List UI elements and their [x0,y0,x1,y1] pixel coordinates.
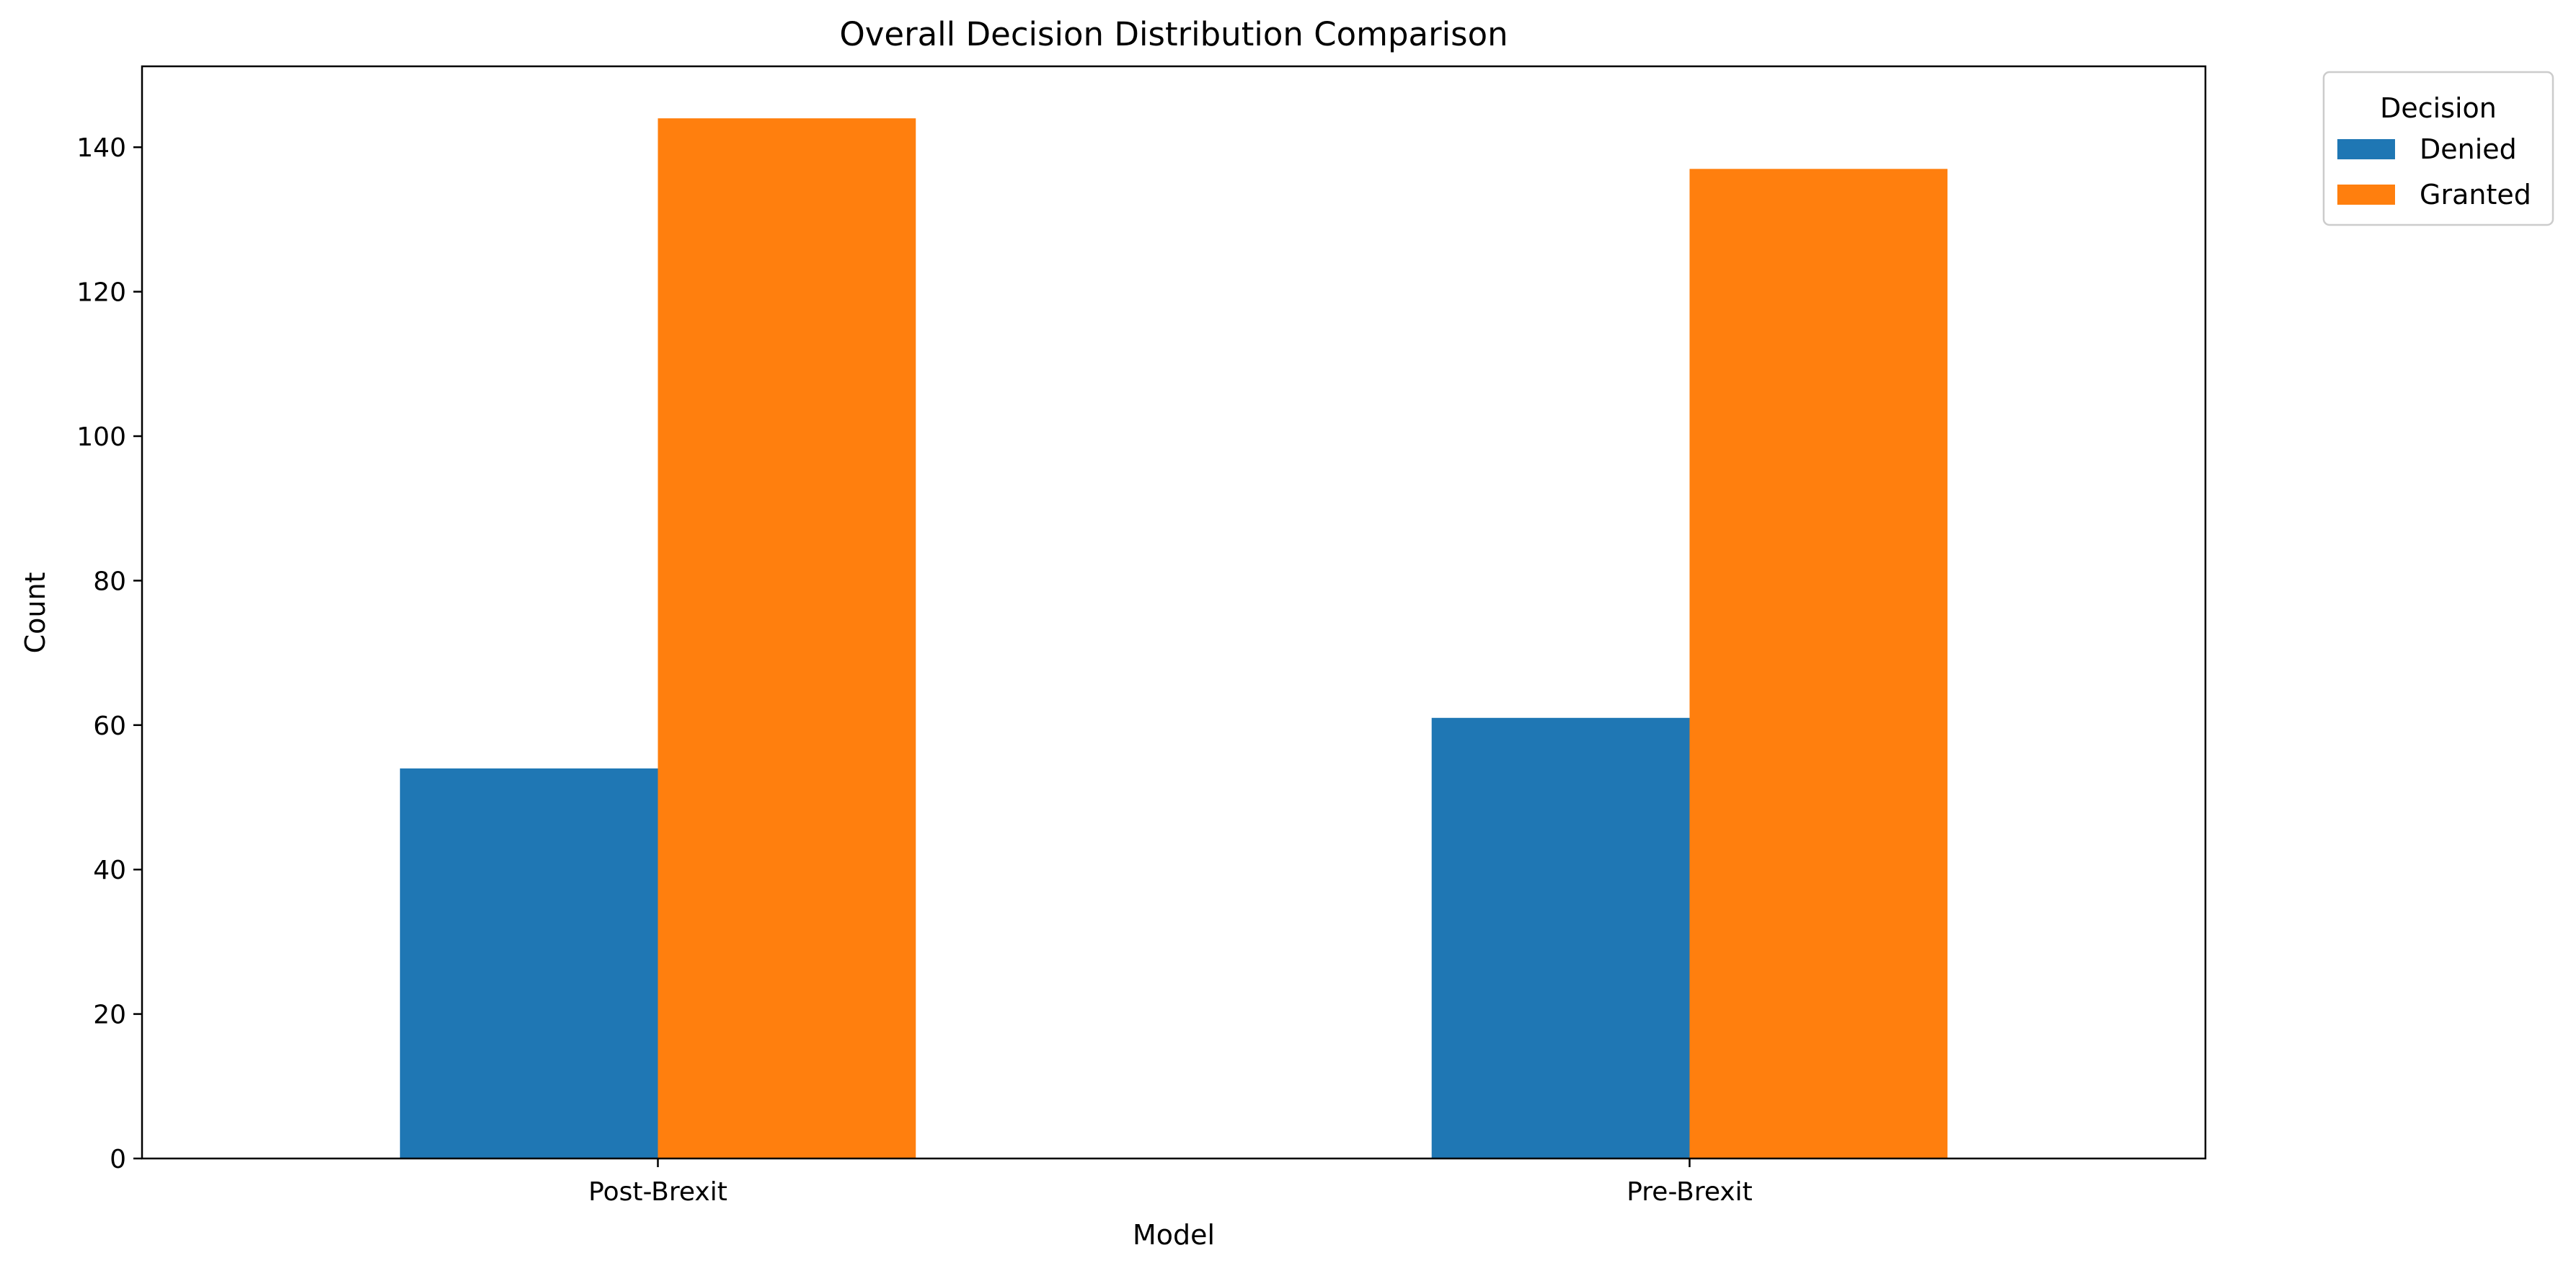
bar-denied-post-brexit [399,768,658,1158]
bar-granted-pre-brexit [1689,169,1948,1159]
legend-title: Decision [2380,92,2497,124]
bar-denied-pre-brexit [1431,717,1690,1158]
legend: Decision Denied Granted [2322,71,2554,226]
legend-swatch-denied [2337,139,2395,159]
y-axis-label: Count [19,572,51,654]
legend-label-granted: Granted [2420,179,2531,211]
x-axis-label: Model [1133,1219,1215,1251]
y-tick-label: 100 [76,422,126,452]
legend-swatch-granted [2337,185,2395,205]
legend-label-denied: Denied [2420,133,2517,165]
y-tick-label: 60 [93,712,126,741]
x-axis: Post-Brexit Pre-Brexit [588,1158,1753,1207]
bars-group [399,118,1948,1159]
legend-entries: Denied Granted [2337,133,2531,211]
y-tick-label: 40 [93,856,126,885]
x-tick-label: Post-Brexit [588,1177,727,1207]
y-tick-label: 140 [76,133,126,163]
y-tick-label: 0 [110,1145,126,1174]
chart-title: Overall Decision Distribution Comparison [839,15,1508,53]
y-tick-label: 80 [93,567,126,596]
y-axis: 0 20 40 60 80 100 120 140 [76,133,142,1174]
x-tick-label: Pre-Brexit [1626,1177,1753,1207]
y-tick-label: 20 [93,1001,126,1030]
bar-granted-post-brexit [658,118,916,1159]
plot-frame [141,65,2207,1160]
y-tick-label: 120 [76,278,126,308]
